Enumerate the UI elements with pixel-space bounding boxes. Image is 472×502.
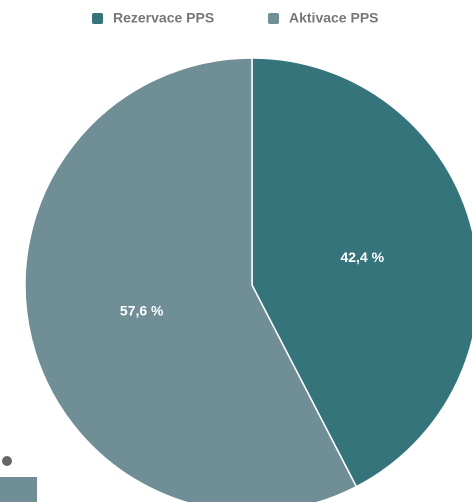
pie-slice (24, 57, 358, 502)
legend: Rezervace PPS Aktivace PPS (92, 10, 379, 26)
slice-label: 42,4 % (340, 249, 384, 265)
pie-slice (251, 57, 472, 488)
slice-label: 57,6 % (120, 303, 164, 319)
decor-dot (2, 456, 12, 466)
legend-label: Rezervace PPS (113, 10, 214, 26)
pie: 42,4 % 57,6 % (24, 57, 472, 502)
legend-swatch (92, 13, 103, 24)
decor-rect (0, 477, 37, 502)
legend-label: Aktivace PPS (289, 10, 379, 26)
legend-swatch (268, 13, 279, 24)
